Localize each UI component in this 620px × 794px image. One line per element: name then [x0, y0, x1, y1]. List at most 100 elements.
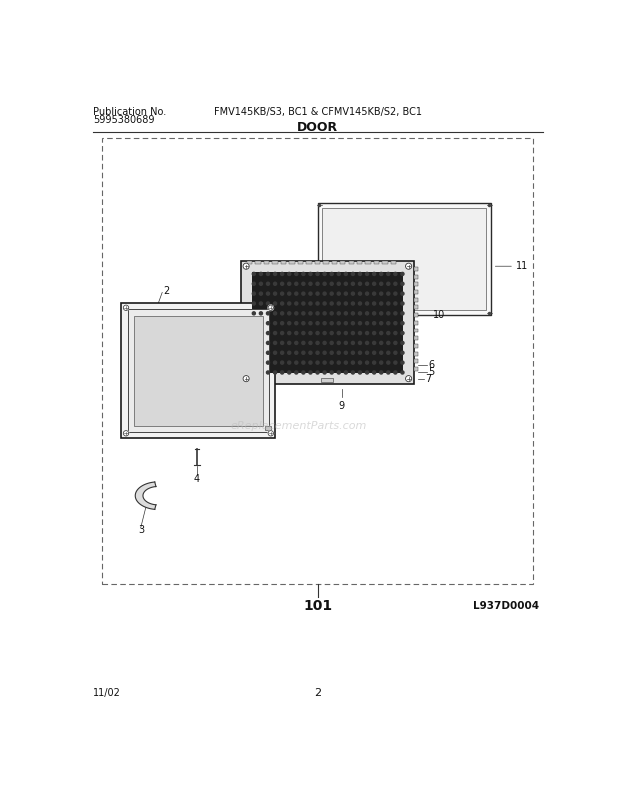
Circle shape: [281, 351, 284, 354]
Circle shape: [302, 361, 305, 364]
Circle shape: [294, 361, 298, 364]
Bar: [383, 261, 388, 264]
Circle shape: [267, 351, 270, 354]
Circle shape: [288, 371, 291, 374]
Circle shape: [379, 302, 383, 305]
Bar: [122, 303, 275, 438]
Circle shape: [358, 282, 361, 285]
Bar: [414, 267, 418, 271]
Circle shape: [394, 322, 397, 325]
Circle shape: [281, 282, 284, 285]
Circle shape: [123, 430, 129, 436]
Circle shape: [302, 312, 305, 315]
Circle shape: [267, 272, 270, 276]
Bar: [414, 290, 418, 294]
Circle shape: [259, 371, 262, 374]
Circle shape: [252, 341, 255, 345]
Bar: [134, 315, 263, 426]
Circle shape: [366, 272, 369, 276]
Circle shape: [358, 341, 361, 345]
Circle shape: [366, 312, 369, 315]
Circle shape: [323, 332, 326, 334]
Circle shape: [352, 322, 355, 325]
Circle shape: [252, 302, 255, 305]
Circle shape: [123, 305, 129, 310]
Circle shape: [401, 341, 404, 345]
Bar: [102, 137, 533, 584]
Circle shape: [316, 292, 319, 295]
Circle shape: [252, 292, 255, 295]
Circle shape: [273, 302, 277, 305]
Circle shape: [394, 312, 397, 315]
Circle shape: [373, 282, 376, 285]
Bar: [348, 261, 354, 264]
Circle shape: [288, 272, 291, 276]
Circle shape: [323, 322, 326, 325]
Circle shape: [337, 341, 340, 345]
Circle shape: [252, 272, 255, 276]
Circle shape: [366, 371, 369, 374]
Circle shape: [387, 341, 390, 345]
Text: 2: 2: [164, 286, 170, 296]
Circle shape: [259, 351, 262, 354]
Bar: [414, 360, 418, 363]
Circle shape: [373, 332, 376, 334]
Circle shape: [401, 282, 404, 285]
Circle shape: [394, 282, 397, 285]
Circle shape: [281, 341, 284, 345]
Circle shape: [302, 272, 305, 276]
Circle shape: [288, 361, 291, 364]
Bar: [414, 306, 418, 310]
Circle shape: [337, 371, 340, 374]
Text: 9: 9: [339, 401, 345, 411]
Circle shape: [267, 332, 270, 334]
Circle shape: [294, 302, 298, 305]
Circle shape: [309, 371, 312, 374]
Circle shape: [373, 371, 376, 374]
Circle shape: [316, 341, 319, 345]
Circle shape: [352, 351, 355, 354]
Text: Publication No.: Publication No.: [93, 107, 166, 117]
Bar: [414, 275, 418, 279]
Circle shape: [379, 361, 383, 364]
Circle shape: [405, 263, 412, 269]
Circle shape: [352, 371, 355, 374]
Circle shape: [358, 312, 361, 315]
Circle shape: [379, 282, 383, 285]
Circle shape: [401, 351, 404, 354]
Bar: [414, 321, 418, 325]
Circle shape: [267, 302, 270, 305]
Circle shape: [288, 292, 291, 295]
Circle shape: [330, 302, 333, 305]
Circle shape: [316, 361, 319, 364]
Circle shape: [316, 312, 319, 315]
Circle shape: [401, 322, 404, 325]
Bar: [321, 378, 333, 382]
Circle shape: [379, 322, 383, 325]
Text: L937D0004: L937D0004: [474, 601, 539, 611]
Circle shape: [259, 272, 262, 276]
Circle shape: [323, 302, 326, 305]
Circle shape: [323, 312, 326, 315]
Circle shape: [352, 312, 355, 315]
Circle shape: [366, 351, 369, 354]
Circle shape: [273, 351, 277, 354]
Bar: [252, 272, 403, 373]
Bar: [241, 261, 414, 384]
Circle shape: [281, 332, 284, 334]
Circle shape: [259, 322, 262, 325]
Bar: [414, 329, 418, 333]
Circle shape: [323, 351, 326, 354]
Circle shape: [309, 302, 312, 305]
Circle shape: [259, 361, 262, 364]
Circle shape: [259, 312, 262, 315]
Circle shape: [387, 361, 390, 364]
Circle shape: [302, 371, 305, 374]
Circle shape: [288, 351, 291, 354]
Text: 5995380689: 5995380689: [93, 115, 154, 125]
Circle shape: [337, 302, 340, 305]
Bar: [340, 261, 345, 264]
Circle shape: [379, 341, 383, 345]
Circle shape: [323, 361, 326, 364]
Circle shape: [344, 341, 347, 345]
